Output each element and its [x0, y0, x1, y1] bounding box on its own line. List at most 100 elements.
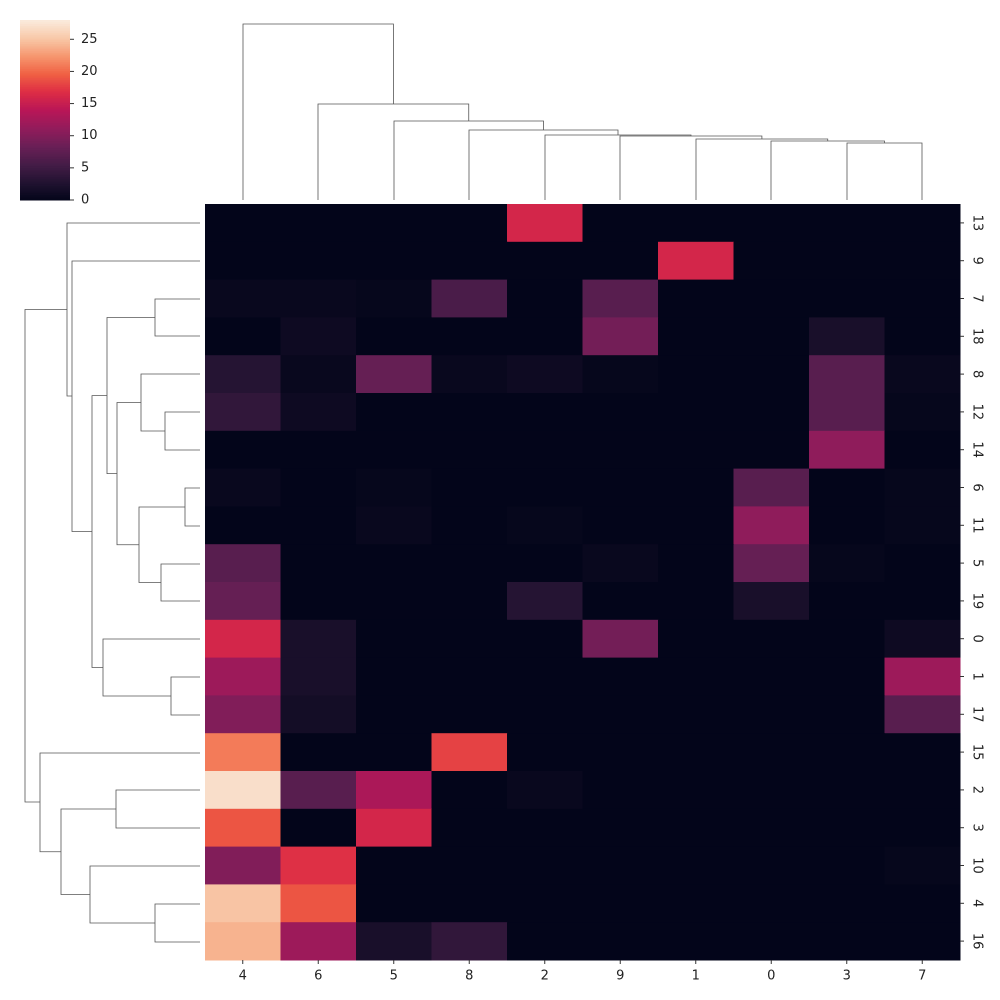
colorbar-segment [20, 39, 70, 43]
colorbar-segment [20, 187, 70, 190]
colorbar-segment [20, 135, 70, 138]
heatmap-cell [431, 204, 508, 243]
heatmap-cell [884, 430, 961, 470]
heatmap-cell [205, 922, 281, 961]
x-tick-label: 9 [616, 969, 624, 984]
colorbar-segment [20, 38, 70, 41]
heatmap-cell [356, 619, 432, 659]
colorbar-segment [20, 41, 70, 44]
heatmap-cell [356, 355, 432, 394]
colorbar-tick-label: 10 [81, 128, 98, 143]
colorbar-segment [20, 45, 70, 48]
heatmap-cell [582, 884, 659, 923]
heatmap-cell [809, 846, 885, 885]
heatmap-cell [356, 430, 432, 470]
heatmap-cell [733, 657, 810, 696]
heatmap-cell [431, 695, 508, 734]
colorbar-segment [20, 77, 70, 80]
heatmap-cell [431, 582, 508, 621]
heatmap-cell [280, 317, 357, 356]
colorbar-segment [20, 117, 70, 120]
heatmap-cell [884, 695, 961, 734]
heatmap-cell [280, 657, 357, 696]
heatmap-cell [658, 430, 734, 470]
colorbar-segment [20, 160, 70, 163]
heatmap-cell [809, 922, 885, 961]
heatmap-cell [280, 771, 357, 810]
heatmap-cell [658, 204, 734, 243]
heatmap-cell [884, 846, 961, 885]
heatmap-cell [205, 808, 281, 848]
heatmap-cell [582, 204, 659, 243]
heatmap-cell [507, 619, 583, 659]
heatmap-cell [733, 279, 810, 318]
colorbar-segment [20, 29, 70, 32]
heatmap-cell [884, 808, 961, 848]
heatmap-cell [356, 657, 432, 696]
heatmap-cell [582, 771, 659, 810]
colorbar-segment [20, 198, 70, 201]
heatmap-cell [431, 468, 508, 507]
heatmap-cell [658, 317, 734, 356]
heatmap-cell [733, 922, 810, 961]
colorbar-tick-label: 20 [81, 64, 98, 79]
heatmap-cell [507, 695, 583, 734]
colorbar-segment [20, 50, 70, 53]
colorbar-segment [20, 101, 70, 104]
heatmap-cell [205, 241, 281, 281]
colorbar-segment [20, 84, 70, 88]
heatmap-cell [809, 279, 885, 318]
heatmap-cell [884, 922, 961, 961]
colorbar-segment [20, 92, 70, 95]
heatmap-cell [431, 279, 508, 318]
colorbar-segment [20, 126, 70, 129]
colorbar-segment [20, 63, 70, 66]
heatmap-cell [809, 317, 885, 356]
colorbar-segment [20, 180, 70, 183]
row-dendrogram [24, 222, 200, 943]
heatmap-cell [658, 695, 734, 734]
colorbar-segment [20, 108, 70, 111]
y-tick-label: 12 [970, 404, 985, 421]
heatmap-cell [658, 846, 734, 885]
heatmap-cell [582, 355, 659, 394]
colorbar-segment [20, 182, 70, 185]
heatmap-cell [507, 884, 583, 923]
y-tick-label: 1 [970, 672, 985, 680]
heatmap-cell [205, 582, 281, 621]
colorbar-segment [20, 149, 70, 152]
colorbar-segment [20, 104, 70, 107]
heatmap-cell [356, 204, 432, 243]
heatmap-cell [733, 393, 810, 432]
heatmap-cell [658, 279, 734, 318]
colorbar-segment [20, 189, 70, 192]
heatmap-cell [582, 279, 659, 318]
colorbar-segment [20, 178, 70, 181]
heatmap-cell [280, 393, 357, 432]
heatmap-cell [205, 884, 281, 923]
heatmap-cell [658, 771, 734, 810]
colorbar-segment [20, 124, 70, 127]
heatmap-cell [658, 506, 734, 545]
colorbar-segment [20, 173, 70, 176]
colorbar-segment [20, 23, 70, 26]
heatmap-cell [507, 279, 583, 318]
heatmap-cell [733, 544, 810, 583]
colorbar-segment [20, 194, 70, 197]
colorbar-segment [20, 133, 70, 136]
heatmap-cell [809, 204, 885, 243]
heatmap-cell [280, 619, 357, 659]
heatmap-cell [507, 771, 583, 810]
heatmap-cell [809, 657, 885, 696]
heatmap-cell [431, 506, 508, 545]
heatmap-cell [733, 846, 810, 885]
colorbar-segment [20, 72, 70, 75]
heatmap-cell [733, 241, 810, 281]
colorbar-segment [20, 99, 70, 102]
heatmap-cell [884, 393, 961, 432]
x-tick-label: 3 [843, 969, 851, 984]
colorbar-segment [20, 43, 70, 46]
colorbar-segment [20, 137, 70, 140]
heatmap-cell [884, 771, 961, 810]
